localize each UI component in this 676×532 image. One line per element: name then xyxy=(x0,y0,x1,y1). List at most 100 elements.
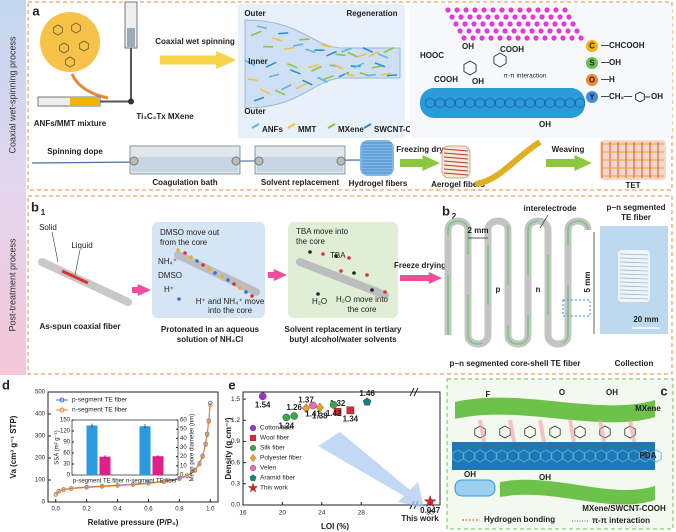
legend-key xyxy=(59,407,65,413)
y2-tick-label: 40 xyxy=(180,436,187,442)
ring xyxy=(65,56,75,68)
data-label: 1.38 xyxy=(312,412,328,421)
caption: H₂O xyxy=(312,297,327,306)
point xyxy=(329,400,338,409)
ring xyxy=(463,60,477,76)
ion xyxy=(238,286,242,290)
x-axis-label: LOI (%) xyxy=(321,522,349,531)
point xyxy=(282,413,291,422)
fiber-piece xyxy=(302,79,313,86)
process-box xyxy=(288,222,398,318)
caption: Collection xyxy=(615,359,654,368)
lattice-atom xyxy=(480,21,486,27)
lattice-atom xyxy=(489,21,495,27)
ion xyxy=(176,248,180,252)
fiber-piece xyxy=(362,47,374,54)
lattice-atom xyxy=(479,35,485,41)
scale-label: 20 mm xyxy=(633,315,658,324)
point xyxy=(302,403,310,414)
point xyxy=(184,473,190,479)
coil-turn xyxy=(443,148,469,152)
chem-label: OH xyxy=(539,120,551,129)
x-tick-label: 0.4 xyxy=(113,507,122,513)
caption: Outer xyxy=(244,107,265,116)
point xyxy=(423,494,437,508)
bar xyxy=(86,425,98,475)
lattice-atom xyxy=(485,14,491,20)
chem-label: F xyxy=(486,390,491,399)
component-label: MXene/SWCNT-COOH xyxy=(582,504,666,513)
side-label: Post-treatment process xyxy=(7,238,17,332)
legend-label: MXene xyxy=(338,125,364,134)
spool-turn xyxy=(619,265,649,268)
y-tick-label: 0.9 xyxy=(231,438,240,445)
fiber xyxy=(174,251,260,296)
fiber-piece xyxy=(259,88,271,95)
step-label: Spinning dope xyxy=(47,147,103,156)
chem-label: π-π interaction xyxy=(504,73,547,80)
molecule xyxy=(339,269,343,273)
legend-label: This work xyxy=(260,485,289,492)
x-tick-label: 16 xyxy=(239,510,247,517)
bar xyxy=(139,426,151,475)
molecule xyxy=(383,290,387,294)
ring xyxy=(624,425,636,439)
pda-cell xyxy=(485,449,497,463)
tube-cell xyxy=(515,97,525,109)
fiber-piece xyxy=(293,43,304,47)
lattice-atom xyxy=(488,35,494,41)
chem-label: OH xyxy=(462,42,474,51)
x-tick-label: 0.0 xyxy=(52,507,61,513)
spool-turn xyxy=(619,269,649,272)
caption: Coaxial wet spinning xyxy=(155,37,235,46)
panel-letter: c xyxy=(660,383,667,398)
lattice-atom xyxy=(470,35,476,41)
point xyxy=(56,489,62,494)
tube-cell xyxy=(475,97,485,109)
arrow xyxy=(546,155,592,171)
fiber-piece xyxy=(250,30,262,37)
group-symbol: C xyxy=(589,42,595,51)
axis-break xyxy=(409,387,415,397)
pda-cell xyxy=(507,449,519,463)
caption: TE fiber xyxy=(621,213,651,222)
dimension-label: 2 mm xyxy=(468,226,489,235)
y-axis-label: Va (cm³ g⁻¹ STP) xyxy=(9,415,18,478)
data-label: 1.54 xyxy=(255,400,271,409)
ion xyxy=(220,274,224,278)
lattice-atom xyxy=(561,21,567,27)
pda-cell xyxy=(496,449,508,463)
panel-letter: d xyxy=(2,377,10,392)
lattice-atom xyxy=(507,21,513,27)
x-tick-label: 1.0 xyxy=(206,507,215,513)
y2-tick-label: 50 xyxy=(180,427,187,433)
data-label: 1.37 xyxy=(298,395,314,404)
y-tick-label: 1.2 xyxy=(231,417,240,424)
point xyxy=(84,485,89,490)
coil-turn xyxy=(443,168,469,172)
y2-tick-label: 10 xyxy=(180,463,187,469)
legend-label: SWCNT-COOH xyxy=(374,125,430,134)
pointer xyxy=(74,249,81,276)
group-symbol: O xyxy=(589,76,595,85)
fiber-piece xyxy=(299,38,310,41)
data-label: 1.34 xyxy=(343,414,359,423)
point xyxy=(362,397,372,406)
fiber-piece xyxy=(247,78,259,82)
fiber-piece xyxy=(377,53,389,59)
lattice-atom xyxy=(472,7,478,13)
fiber-piece xyxy=(278,32,289,35)
chem-label: COOH xyxy=(434,75,458,84)
lattice-atom xyxy=(539,14,545,20)
coil-turn xyxy=(443,172,469,176)
point xyxy=(61,487,66,493)
pda-cell xyxy=(617,449,629,463)
point xyxy=(130,482,136,488)
y2-axis-label: Mean pore diameter (nm) xyxy=(190,414,196,482)
lattice-atom xyxy=(556,28,562,34)
y-tick-label: 60 xyxy=(63,451,70,457)
legend-label: Hydrogen bonding xyxy=(484,515,555,524)
pda-cell xyxy=(551,449,563,463)
chem-label: OH xyxy=(472,77,484,86)
